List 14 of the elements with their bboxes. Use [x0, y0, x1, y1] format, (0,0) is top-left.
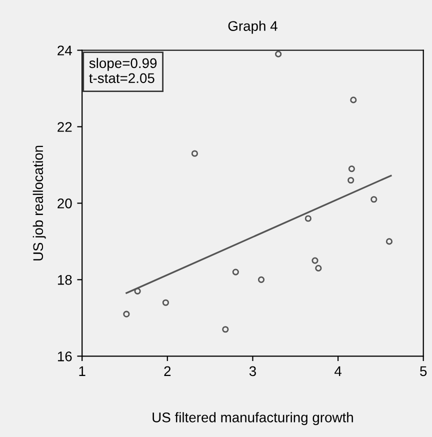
y-tick-label: 24 — [58, 46, 72, 56]
chart-title: Graph 4 — [228, 20, 278, 34]
y-tick-label: 22 — [58, 122, 72, 132]
annotation: slope=0.99 t-stat=2.05 — [89, 58, 157, 84]
x-tick-label: 5 — [420, 366, 427, 376]
x-axis-title: US filtered manufacturing growth — [152, 412, 353, 426]
x-tick-label: 2 — [164, 366, 171, 376]
y-tick-label: 20 — [58, 198, 72, 208]
x-tick-label: 1 — [79, 366, 86, 376]
y-tick-label: 16 — [58, 351, 72, 362]
y-axis-title: US job reallocation — [32, 146, 46, 260]
x-tick-label: 3 — [249, 366, 256, 376]
y-tick-label: 18 — [58, 275, 72, 285]
x-tick-label: 4 — [334, 366, 342, 376]
